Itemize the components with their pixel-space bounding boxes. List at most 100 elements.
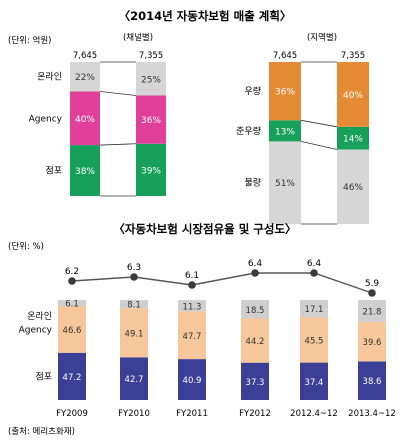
channel-group-label: (채널별) [123,32,153,43]
share-segment-점포 [241,362,269,400]
share-segment-label: 38.6 [363,377,382,387]
region-category-label: 준우량 [236,125,261,137]
channel-segment-label: 25% [141,75,161,85]
share-value-label: 6.3 [127,263,141,273]
share-category-label: 점포 [35,370,52,382]
share-value-label: 6.1 [185,271,199,281]
channel-segment-label: 22% [75,73,95,83]
x-tick-label: FY2011 [176,409,208,419]
share-point [251,269,259,277]
share-value-label: 6.2 [65,267,79,277]
region-total-label: 7,355 [341,51,365,61]
share-segment-점포 [358,361,386,400]
share-segment-label: 18.5 [246,306,265,316]
share-segment-온라인 [358,300,386,322]
channel-segment-점포 [136,143,166,196]
share-segment-Agency [178,311,206,360]
share-segment-label: 42.7 [125,375,144,385]
channel-connector-line [99,143,137,146]
region-group-label: (지역별) [307,32,337,43]
share-segment-label: 37.3 [246,378,265,388]
share-segment-label: 47.2 [63,373,82,383]
region-connector-line [300,119,338,128]
share-point [188,281,196,289]
share-segment-label: 44.2 [246,337,265,347]
channel-connector-line [99,91,137,96]
share-segment-label: 45.5 [305,336,324,346]
x-tick-label: FY2009 [56,409,88,419]
channel-segment-label: 39% [141,166,161,176]
share-segment-Agency [300,317,328,363]
region-segment-label: 36% [275,88,295,98]
share-segment-온라인 [300,300,328,318]
share-segment-label: 21.8 [363,307,382,317]
share-segment-label: 40.9 [183,376,202,386]
channel-total-label: 7,355 [139,51,163,61]
share-segment-label: 11.3 [183,302,202,312]
region-connector-line [300,140,338,150]
share-segment-label: 37.4 [305,378,324,388]
share-point [130,273,138,281]
x-tick-label: FY2010 [118,409,150,419]
share-value-label: 6.4 [248,259,263,269]
region-segment-불량 [269,141,301,224]
share-segment-label: 46.6 [63,326,82,336]
share-segment-점포 [178,359,206,400]
share-value-label: 5.9 [365,279,380,289]
region-total-label: 7,645 [273,51,297,61]
share-segment-Agency [241,318,269,363]
share-segment-Agency [358,321,386,362]
top-title: 〈2014년 자동차보험 매출 계획〉 [119,9,292,23]
share-segment-label: 47.7 [183,332,202,342]
share-segment-label: 39.6 [363,338,382,348]
x-tick-label: 2012.4~12 [290,409,338,419]
channel-segment-Agency [70,91,100,146]
share-category-label: 온라인 [27,311,52,322]
share-category-label: Agency [19,326,53,336]
share-segment-온라인 [241,300,269,319]
top-unit-label: (단위: 억원) [8,35,51,46]
region-segment-우량 [269,62,301,121]
region-segment-label: 13% [275,127,295,137]
x-tick-label: 2013.4~12 [348,409,396,419]
region-segment-준우량 [269,120,301,142]
share-segment-점포 [120,357,148,400]
channel-segment-온라인 [136,62,166,96]
channel-category-label: Agency [29,114,63,124]
x-tick-label: FY2012 [239,409,271,419]
region-segment-준우량 [337,126,369,150]
share-point [68,277,76,285]
channel-total-label: 7,645 [73,51,97,61]
channel-segment-점포 [70,145,100,196]
channel-category-label: 온라인 [37,72,62,83]
region-segment-label: 40% [343,91,363,101]
region-segment-우량 [337,62,369,127]
share-segment-label: 6.1 [65,300,79,310]
bottom-title: 〈자동차보험 시장점유율 및 구성도〉 [113,222,296,236]
share-point [368,289,376,297]
channel-segment-온라인 [70,62,100,92]
share-segment-온라인 [58,300,86,307]
channel-segment-label: 36% [141,116,161,126]
share-segment-label: 17.1 [305,305,324,315]
share-segment-점포 [58,352,86,400]
channel-segment-Agency [136,95,166,144]
region-segment-label: 14% [343,135,363,145]
share-segment-label: 8.1 [127,301,141,311]
bottom-unit-label: (단위: %) [8,241,44,252]
share-point [310,269,318,277]
channel-segment-label: 40% [75,115,95,125]
region-category-label: 불량 [244,177,261,189]
share-segment-Agency [58,306,86,353]
share-segment-점포 [300,362,328,400]
share-segment-Agency [120,308,148,358]
channel-segment-label: 38% [75,167,95,177]
channel-category-label: 점포 [45,165,62,177]
share-segment-label: 49.1 [125,329,144,339]
region-segment-label: 51% [275,179,295,189]
region-segment-label: 46% [343,183,363,193]
source-note: (출처: 메리츠화재) [8,426,75,437]
share-value-label: 6.4 [307,259,322,269]
share-segment-온라인 [178,300,206,312]
